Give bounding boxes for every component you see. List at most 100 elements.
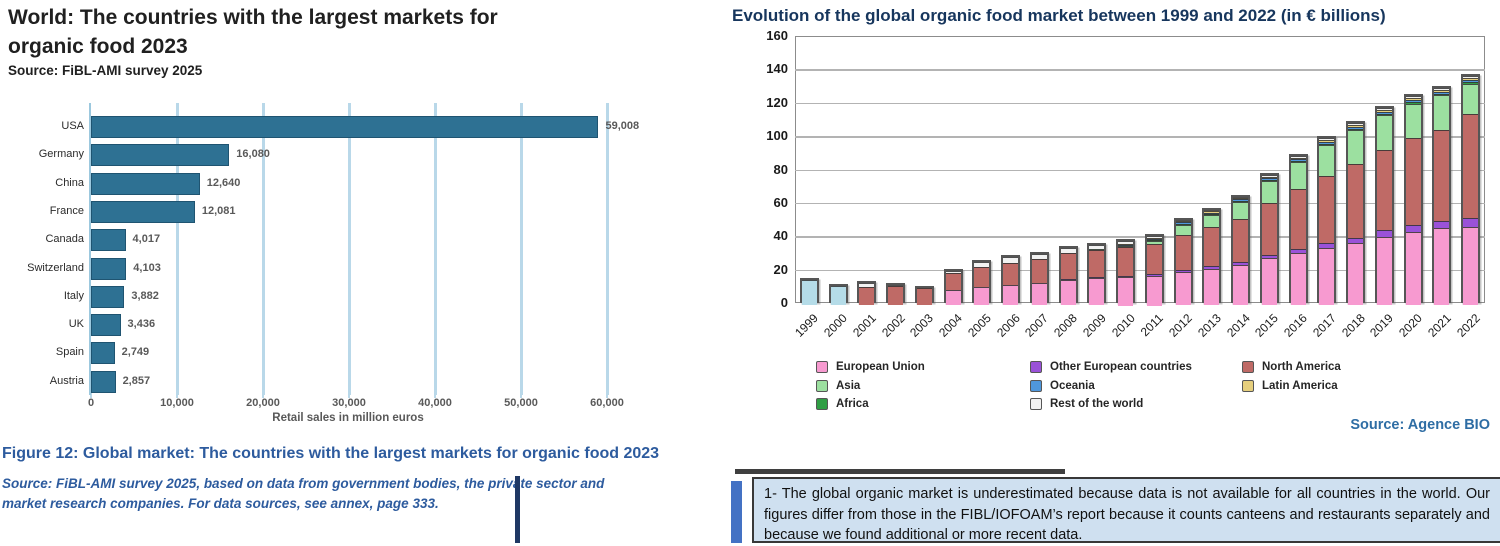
segment-asia	[1405, 103, 1421, 138]
segment-latin-america	[1118, 243, 1134, 245]
segment-rest-of-the-world	[888, 284, 904, 286]
segment-other-european-countries	[1146, 274, 1162, 276]
category-label: Switzerland	[27, 261, 84, 274]
y-tick-label: 40	[773, 228, 788, 244]
segment-rest-of-the-world	[974, 261, 990, 267]
segment-north-america	[1089, 250, 1105, 278]
segment-asia	[1319, 144, 1335, 177]
segment-asia	[1434, 95, 1450, 131]
bar	[91, 116, 599, 138]
segment-north-america	[859, 287, 875, 305]
segment-other-european-countries	[1175, 269, 1191, 273]
gridline	[795, 269, 1485, 272]
left-chart-source: Source: FiBL-AMI survey 2025	[8, 63, 203, 78]
gridline	[795, 69, 1485, 71]
segment-asia	[1204, 214, 1220, 228]
segment-rest-of-the-world	[1261, 174, 1277, 177]
segment-rest-of-the-world	[1089, 244, 1105, 250]
segment-asia	[1175, 224, 1191, 235]
bar-value-label: 3,882	[131, 289, 159, 302]
legend-entry-north-america: North America	[1242, 361, 1341, 373]
figure-caption-title: Figure 12: Global market: The countries …	[2, 445, 660, 462]
legend-entry-other-european-countries: Other European countries	[1030, 361, 1192, 373]
x-tick-label: 20,000	[246, 397, 280, 409]
legend-swatch	[1242, 379, 1254, 392]
segment-rest-of-the-world	[1290, 156, 1306, 158]
axis-tick	[606, 389, 608, 398]
gridline	[795, 102, 1485, 105]
segment-africa	[1319, 143, 1335, 145]
segment-european-union	[1319, 248, 1335, 305]
segment-european-union	[1376, 236, 1392, 305]
segment-european-union	[1204, 268, 1220, 306]
segment-oceania	[1434, 91, 1450, 95]
right-chart-title: Evolution of the global organic food mar…	[732, 6, 1386, 25]
segment-rest-of-the-world	[1204, 209, 1220, 212]
segment-africa	[1146, 239, 1162, 241]
segment-north-america	[1290, 188, 1306, 250]
y-tick-label: 20	[773, 261, 788, 277]
legend-label: Africa	[836, 398, 869, 410]
segment-rest-of-the-world	[1175, 219, 1191, 222]
largest-markets-bar-chart: World: The countries with the largest ma…	[0, 0, 725, 440]
gridline	[434, 103, 437, 395]
segment-latin-america	[1146, 237, 1162, 239]
segment-asia	[1089, 249, 1105, 251]
segment-north-america	[1003, 263, 1019, 285]
segment-asia	[1290, 162, 1306, 189]
bar	[91, 200, 195, 223]
category-label: Spain	[55, 346, 84, 359]
segment-other-european-countries	[1348, 237, 1364, 244]
gridline	[348, 103, 351, 395]
segment-latin-america	[1376, 109, 1392, 112]
axis-tick	[262, 389, 264, 398]
segment-european-union	[1031, 283, 1047, 305]
y-axis-line	[89, 103, 91, 395]
stacked-bar-2020	[1403, 94, 1423, 305]
category-label: USA	[61, 120, 84, 132]
stacked-bar-2011	[1144, 233, 1164, 306]
category-label: Canada	[45, 233, 84, 246]
gridline	[176, 103, 179, 395]
segment-european-union	[1060, 279, 1076, 305]
legend-swatch	[1030, 379, 1042, 392]
global-evolution-stacked-chart: Evolution of the global organic food mar…	[730, 0, 1500, 465]
legend-entry-rest-of-the-world: Rest of the world	[1030, 398, 1143, 410]
segment-rest-of-the-world	[1003, 257, 1019, 264]
stacked-bar-2010	[1116, 238, 1136, 306]
segment-european-union	[1233, 265, 1249, 306]
stacked-bar-2005	[972, 259, 992, 305]
x-tick-label: 0	[87, 397, 95, 409]
stacked-bar-2021	[1432, 86, 1452, 305]
segment-africa	[1233, 200, 1249, 202]
stacked-bar-2019	[1374, 106, 1394, 305]
axis-tick	[520, 389, 522, 398]
segment-asia	[1348, 130, 1364, 165]
segment-oceania	[1319, 141, 1335, 144]
category-label: France	[49, 204, 84, 217]
axis-tick	[176, 389, 178, 398]
x-tick-label: 30,000	[332, 397, 366, 409]
segment-north-america	[1060, 253, 1076, 279]
legend-entry-latin-america: Latin America	[1242, 379, 1338, 392]
legend-swatch	[816, 379, 828, 392]
segment-latin-america	[1405, 98, 1421, 100]
segment-north-america	[1118, 247, 1134, 276]
segment-oceania	[1290, 159, 1306, 162]
legend-swatch	[816, 361, 828, 373]
segment-other-european-countries	[1434, 220, 1450, 229]
category-label: Italy	[63, 289, 84, 302]
segment-africa	[1348, 129, 1364, 131]
stacked-bar-2022	[1461, 74, 1481, 305]
stacked-bar-2001	[857, 281, 877, 305]
segment-european-union	[1290, 253, 1306, 306]
segment-africa	[1175, 223, 1191, 225]
segment-africa	[1204, 213, 1220, 215]
segment-north-america	[945, 273, 961, 290]
segment-oceania	[1204, 212, 1220, 214]
segment-oceania	[1463, 79, 1479, 83]
category-label: UK	[68, 318, 84, 331]
bar-value-label: 59,008	[605, 120, 640, 132]
segment-rest-of-the-world	[1405, 96, 1421, 99]
stacked-bar-2006	[1001, 255, 1021, 305]
